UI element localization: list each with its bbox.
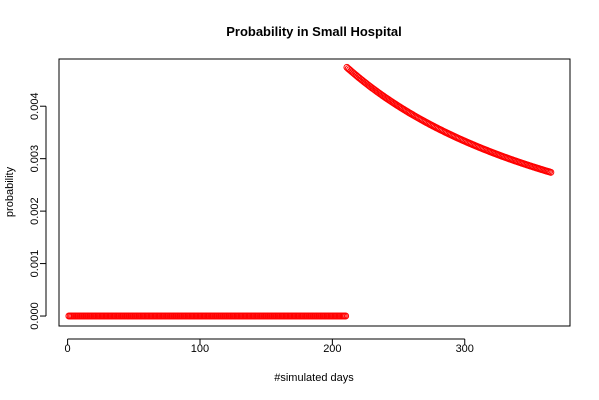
y-axis: 0.000 0.001 0.002 0.003 0.004 <box>29 92 47 330</box>
plot-area-box <box>58 58 571 327</box>
data-points <box>65 63 555 320</box>
y-tick-label: 0.000 <box>29 302 41 330</box>
y-tick-label: 0.004 <box>29 92 41 120</box>
data-point <box>547 168 555 176</box>
data-point <box>342 312 350 320</box>
x-axis: 0 100 200 300 <box>65 338 474 355</box>
y-tick-label: 0.001 <box>29 250 41 278</box>
x-tick-label: 0 <box>65 343 71 355</box>
x-axis-label: #simulated days <box>274 372 354 384</box>
y-axis-label: probability <box>4 166 16 217</box>
y-tick-label: 0.002 <box>29 197 41 225</box>
x-tick-label: 300 <box>456 343 474 355</box>
y-tick-label: 0.003 <box>29 145 41 173</box>
x-tick-label: 100 <box>191 343 209 355</box>
chart-title: Probability in Small Hospital <box>226 24 402 39</box>
x-tick-label: 200 <box>323 343 341 355</box>
